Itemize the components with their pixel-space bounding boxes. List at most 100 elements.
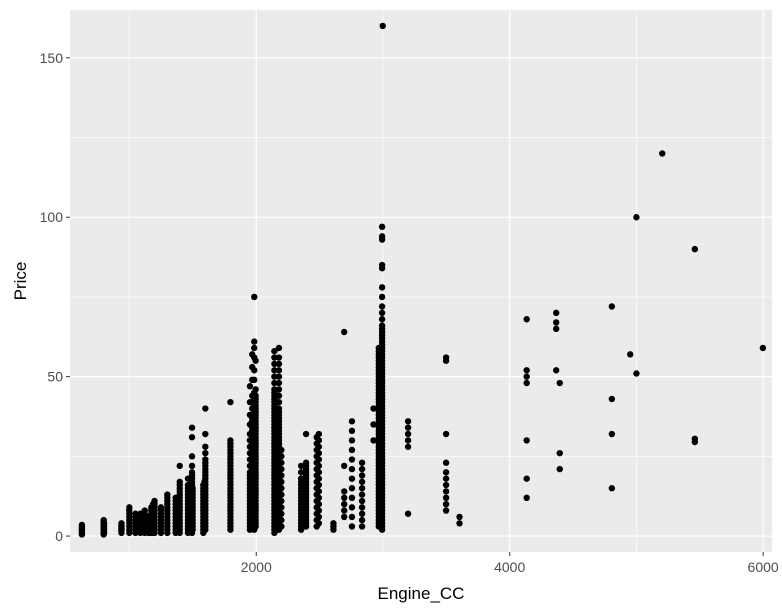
data-point [404,437,412,444]
data-point [633,214,640,221]
major-gridlines [70,10,772,552]
x-axis-ticks: 2000 4000 6000 [241,552,779,575]
data-point [633,370,640,377]
data-point [315,520,323,527]
data-point [608,485,616,492]
data-point [202,443,209,450]
data-point [141,507,148,514]
plot-panel [70,10,772,552]
data-point [691,435,699,443]
data-point [523,437,530,444]
data-point [278,478,285,486]
data-point [608,303,616,310]
data-point [358,472,366,479]
data-point [315,500,323,508]
data-point [341,488,348,495]
data-point [278,459,285,466]
data-point [341,500,348,508]
data-point [442,507,450,514]
data-point [188,453,196,460]
data-point [378,316,386,323]
data-point [315,481,323,489]
data-point [252,357,259,364]
data-point [378,322,386,329]
data-point [278,453,285,460]
data-point [275,354,283,361]
data-point [348,513,356,521]
data-point [442,500,450,508]
data-point [553,325,560,333]
data-point [370,405,377,412]
data-point [348,437,356,444]
data-point [442,475,450,482]
data-point [246,383,254,390]
data-point [275,360,283,368]
x-tick-label: 6000 [748,559,779,575]
data-point [608,430,616,438]
data-point [188,434,196,441]
data-point [227,437,234,444]
data-point [315,430,323,438]
data-point [151,497,158,505]
data-point [759,344,767,352]
data-point [341,513,348,521]
data-point [188,424,196,431]
data-point [556,379,563,387]
data-point [358,516,366,524]
data-point [118,520,125,527]
data-point [553,319,560,326]
data-point [442,494,450,501]
data-point [556,449,563,457]
data-point [370,421,377,428]
data-point [358,510,366,517]
minor-gridlines [70,10,772,552]
data-point [523,373,530,380]
data-point [315,443,323,450]
data-point [442,354,450,361]
data-point [404,510,412,517]
data-point [202,456,209,463]
data-point [227,398,234,406]
data-point [348,465,356,473]
data-point [348,494,356,501]
data-point [302,459,310,466]
data-point [348,504,356,511]
data-point [275,379,283,387]
data-point [275,392,283,399]
y-tick-label: 0 [55,528,63,544]
data-point [252,392,259,399]
data-point [523,475,530,482]
data-point [278,446,285,454]
x-tick-label: 4000 [494,559,525,575]
data-point [275,373,283,380]
data-point [275,344,283,352]
data-point [297,475,305,482]
data-point [278,472,285,479]
data-point [442,430,450,438]
data-point [315,513,323,521]
y-tick-label: 50 [47,369,63,385]
data-point [442,459,450,466]
x-axis-title: Engine_CC [378,584,465,603]
data-point [341,328,348,336]
data-point [358,504,366,511]
data-point [252,386,259,393]
data-point [78,521,86,529]
data-point [275,367,283,374]
data-point [315,494,323,501]
data-point [556,465,563,473]
data-point [341,462,348,470]
data-point [271,354,278,361]
data-point [523,316,530,323]
data-points [78,22,767,538]
data-point [523,367,530,374]
data-point [378,223,386,230]
data-point [627,351,634,358]
data-point [251,344,258,352]
data-point [442,469,450,476]
data-point [315,507,323,514]
data-point [297,469,305,476]
data-point [378,284,386,291]
data-point [271,360,278,368]
